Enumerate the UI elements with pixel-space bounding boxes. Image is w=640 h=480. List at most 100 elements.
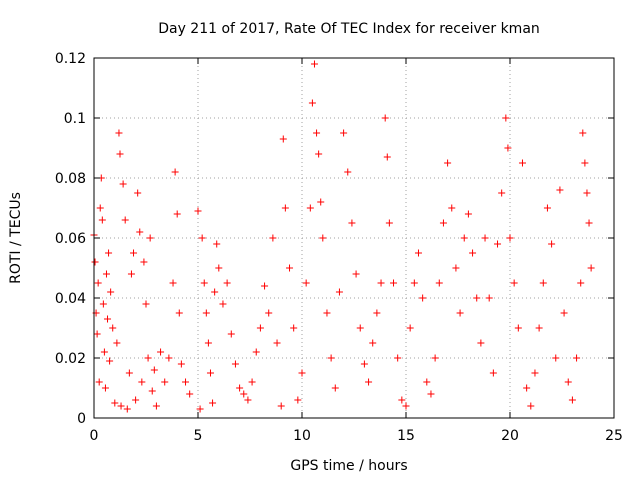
- data-point: [435, 279, 443, 287]
- data-point: [489, 369, 497, 377]
- x-tick-label: 10: [293, 428, 311, 444]
- data-point: [256, 324, 264, 332]
- data-point: [106, 357, 114, 365]
- data-point: [531, 369, 539, 377]
- data-point: [298, 369, 306, 377]
- data-point: [104, 315, 112, 323]
- data-point: [317, 198, 325, 206]
- data-point: [302, 279, 310, 287]
- data-point: [171, 168, 179, 176]
- data-point: [236, 384, 244, 392]
- data-point: [101, 384, 109, 392]
- data-point: [506, 234, 514, 242]
- data-point: [310, 60, 318, 68]
- data-point: [113, 339, 121, 347]
- data-point: [182, 378, 190, 386]
- data-point: [94, 279, 102, 287]
- data-point: [109, 324, 117, 332]
- data-point: [323, 309, 331, 317]
- axis-ticks: 0 5 10 15 20 25 0 0.02 0.04 0.06 0.08 0.1 0.12: [55, 51, 623, 444]
- data-point: [248, 378, 256, 386]
- data-point: [444, 159, 452, 167]
- data-point: [510, 279, 518, 287]
- data-point: [261, 282, 269, 290]
- data-points: [90, 60, 595, 413]
- data-point: [177, 360, 185, 368]
- x-tick-label: 0: [90, 428, 99, 444]
- data-point: [269, 234, 277, 242]
- data-point: [142, 300, 150, 308]
- data-point: [456, 309, 464, 317]
- data-point: [204, 339, 212, 347]
- data-point: [121, 216, 129, 224]
- data-point: [423, 378, 431, 386]
- x-tick-label: 20: [501, 428, 519, 444]
- data-point: [96, 204, 104, 212]
- data-point: [152, 402, 160, 410]
- y-tick-label: 0.04: [55, 291, 86, 307]
- data-point: [568, 396, 576, 404]
- data-point: [173, 210, 181, 218]
- data-point: [219, 300, 227, 308]
- data-point: [373, 309, 381, 317]
- data-point: [402, 402, 410, 410]
- data-point: [215, 264, 223, 272]
- data-point: [319, 234, 327, 242]
- data-point: [213, 240, 221, 248]
- data-point: [581, 159, 589, 167]
- data-point: [560, 309, 568, 317]
- data-point: [464, 210, 472, 218]
- data-point: [348, 219, 356, 227]
- data-point: [419, 294, 427, 302]
- y-tick-label: 0: [77, 411, 86, 427]
- data-point: [196, 405, 204, 413]
- data-point: [138, 378, 146, 386]
- data-point: [279, 135, 287, 143]
- y-tick-label: 0.06: [55, 231, 86, 247]
- data-point: [439, 219, 447, 227]
- data-point: [327, 354, 335, 362]
- data-point: [99, 300, 107, 308]
- data-point: [504, 144, 512, 152]
- data-point: [148, 387, 156, 395]
- data-point: [390, 279, 398, 287]
- data-point: [460, 234, 468, 242]
- data-point: [579, 129, 587, 137]
- data-point: [481, 234, 489, 242]
- data-point: [543, 204, 551, 212]
- data-point: [136, 228, 144, 236]
- chart-title: Day 211 of 2017, Rate Of TEC Index for r…: [158, 21, 540, 37]
- data-point: [200, 279, 208, 287]
- data-point: [356, 324, 364, 332]
- data-point: [523, 384, 531, 392]
- data-point: [573, 354, 581, 362]
- data-point: [385, 219, 393, 227]
- data-point: [477, 339, 485, 347]
- data-point: [548, 240, 556, 248]
- data-point: [223, 279, 231, 287]
- data-point: [514, 324, 522, 332]
- data-point: [556, 186, 564, 194]
- data-point: [273, 339, 281, 347]
- data-point: [127, 270, 135, 278]
- data-point: [485, 294, 493, 302]
- data-point: [130, 249, 138, 257]
- data-point: [585, 219, 593, 227]
- data-point: [116, 150, 124, 158]
- data-point: [410, 279, 418, 287]
- data-point: [398, 396, 406, 404]
- data-point: [315, 150, 323, 158]
- y-tick-label: 0.1: [64, 111, 86, 127]
- y-axis-label: ROTI / TECUs: [8, 192, 24, 284]
- data-point: [105, 249, 113, 257]
- data-point: [202, 309, 210, 317]
- data-point: [369, 339, 377, 347]
- data-point: [427, 390, 435, 398]
- data-point: [265, 309, 273, 317]
- data-point: [198, 234, 206, 242]
- data-point: [91, 258, 99, 266]
- data-point: [469, 249, 477, 257]
- data-point: [140, 258, 148, 266]
- data-point: [352, 270, 360, 278]
